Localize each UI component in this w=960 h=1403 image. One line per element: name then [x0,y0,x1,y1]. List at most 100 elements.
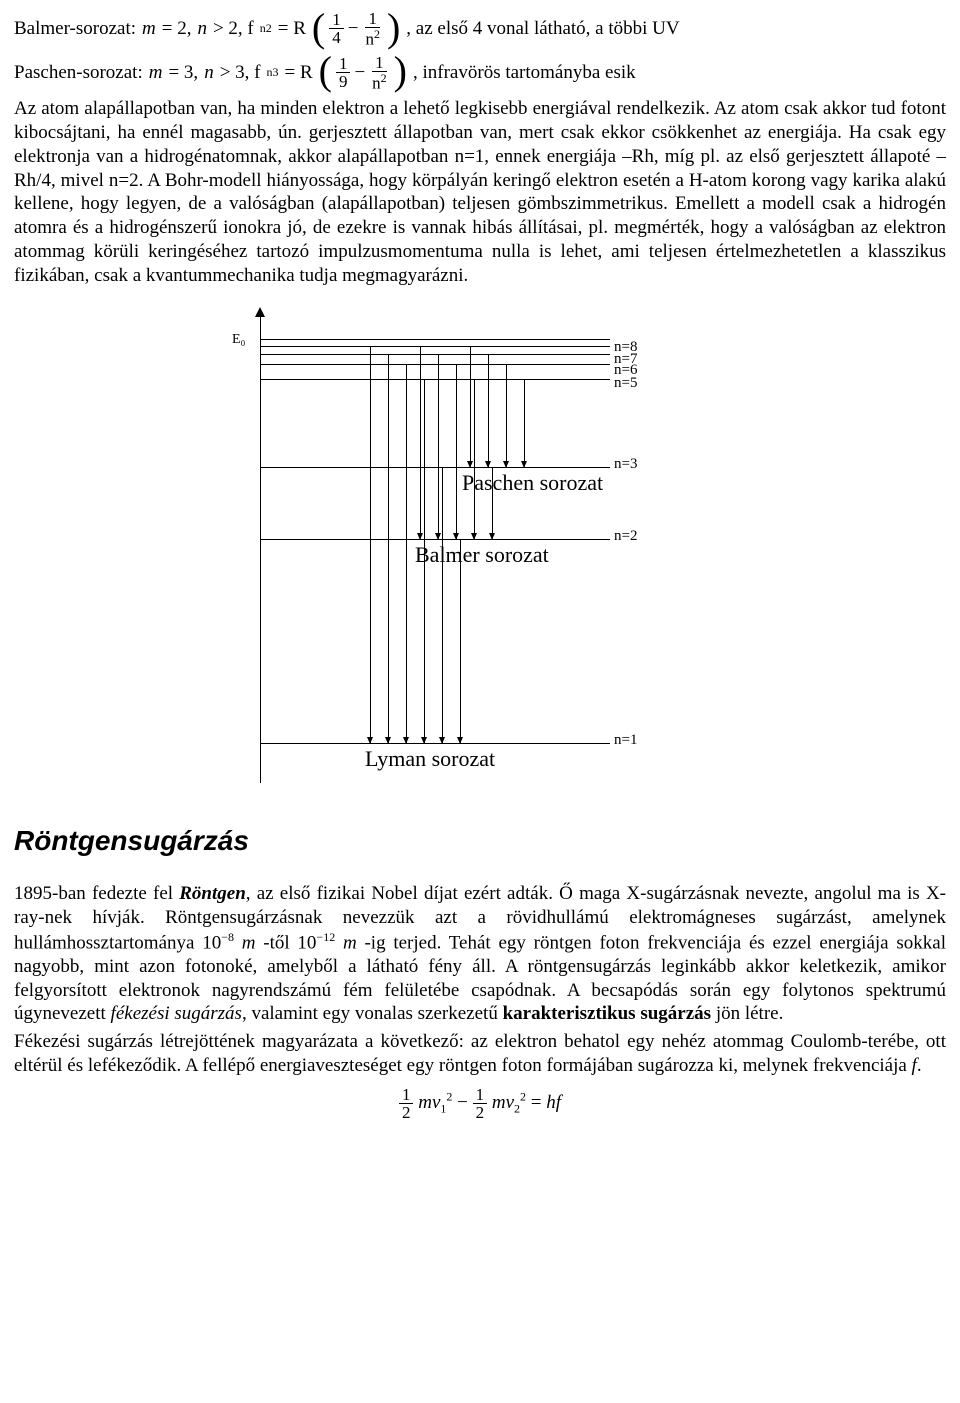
arrow-up-icon [255,307,265,317]
frac-num: 1 [372,54,387,72]
transition-arrow [438,354,439,539]
frac-den: n2 [369,72,390,92]
text: , valamint egy vonalas szerkezetű [242,1003,503,1024]
sup-2: 2 [520,1089,526,1103]
transition-arrow [442,467,443,743]
var-v: v [506,1092,514,1113]
energy-level [260,354,610,355]
transition-arrow [456,364,457,539]
transition-arrow [460,539,461,743]
half-frac: 1 2 [473,1086,488,1121]
minus: − [354,61,365,85]
paschen-prefix: Paschen-sorozat: [14,61,143,85]
transition-arrow [370,346,371,743]
text: -től 10 [256,932,317,953]
e0-label: E₀ [232,331,245,349]
level-label: n=1 [614,731,637,750]
paschen-frac1: 1 9 [336,55,351,90]
frac-num: 1 [473,1086,488,1104]
hf: hf [546,1092,561,1113]
lparen-icon: ( [319,55,332,87]
paschen-suffix: , infravörös tartományba esik [413,61,636,85]
energy-level [260,379,610,380]
energy-level-diagram: E₀ n=8n=7n=6n=5n=3n=2n=1Paschen sorozatB… [230,313,730,783]
kinetic-energy-equation: 1 2 mv12 − 1 2 mv22 = hf [14,1086,946,1121]
frac-num: 1 [399,1086,414,1104]
frac-den: 2 [399,1104,414,1121]
energy-level [260,339,610,340]
balmer-prefix: Balmer-sorozat: [14,17,136,41]
half-frac: 1 2 [399,1086,414,1121]
balmer-sub: n2 [260,21,272,36]
sub-1: 1 [440,1101,446,1115]
series-label: Balmer sorozat [415,541,549,569]
unit-m: m [335,932,357,953]
rparen-icon: ) [394,55,407,87]
paragraph-bohr: Az atom alapállapotban van, ha minden el… [14,97,946,287]
var-m: m [492,1092,506,1113]
paragraph-xray-2: Fékezési sugárzás létrejöttének magyaráz… [14,1030,946,1078]
exp-minus12: −12 [316,930,335,944]
frac-den: n2 [362,28,383,48]
balmer-gt: > 2, f [213,17,254,41]
transition-arrow [388,354,389,743]
energy-level [260,467,610,468]
paschen-paren: ( 1 9 − 1 n2 ) [319,54,407,92]
equals: = [531,1092,546,1113]
level-label: n=5 [614,374,637,393]
lparen-icon: ( [312,12,325,44]
y-axis [260,313,261,783]
transition-arrow [474,379,475,539]
paschen-sub: n3 [266,65,278,80]
paschen-eqR: = R [284,61,312,85]
balmer-eqR: = R [278,17,306,41]
frac-num: 1 [365,10,380,28]
frac-den: 2 [473,1104,488,1121]
sup-2: 2 [446,1089,452,1103]
level-label: n=2 [614,527,637,546]
level-label: n=3 [614,455,637,474]
series-label: Lyman sorozat [365,745,495,773]
paschen-formula: Paschen-sorozat: m = 3, n > 3, fn3 = R (… [14,54,946,92]
sub-2: 2 [514,1101,520,1115]
paschen-m: m [149,61,163,85]
balmer-eq1: = 2, [162,17,192,41]
text: jön létre. [711,1003,783,1024]
frac-den: 9 [336,73,351,90]
transition-arrow [406,364,407,743]
karakterisztikus: karakterisztikus sugárzás [503,1003,711,1024]
rparen-icon: ) [387,12,400,44]
exp-minus8: −8 [221,930,234,944]
energy-level [260,364,610,365]
rontgen-name: Röntgen [179,883,246,904]
transition-arrow [506,364,507,467]
paschen-frac2: 1 n2 [369,54,390,92]
series-label: Paschen sorozat [462,469,603,497]
paschen-gt: > 3, f [220,61,261,85]
var-m: m [418,1092,432,1113]
frac-num: 1 [336,55,351,73]
text: Fékezési sugárzás létrejöttének magyaráz… [14,1031,946,1076]
balmer-paren: ( 1 4 − 1 n2 ) [312,10,400,48]
transition-arrow [470,346,471,467]
text: 1895-ban fedezte fel [14,883,179,904]
balmer-frac2: 1 n2 [362,10,383,48]
balmer-n: n [197,17,207,41]
paschen-eq1: = 3, [168,61,198,85]
text: . [917,1055,922,1076]
frac-num: 1 [329,11,344,29]
balmer-frac1: 1 4 [329,11,344,46]
transition-arrow [420,346,421,539]
balmer-m: m [142,17,156,41]
balmer-formula: Balmer-sorozat: m = 2, n > 2, f n2 = R ( … [14,10,946,48]
transition-arrow [524,379,525,467]
minus: − [457,1092,472,1113]
paragraph-xray-1: 1895-ban fedezte fel Röntgen, az első fi… [14,882,946,1026]
energy-level [260,346,610,347]
section-title: Röntgensugárzás [14,823,946,858]
energy-level [260,743,610,744]
balmer-suffix: , az első 4 vonal látható, a többi UV [406,17,679,41]
frac-den: 4 [329,29,344,46]
unit-m: m [234,932,256,953]
fekezesi: fékezési sugárzás [111,1003,242,1024]
